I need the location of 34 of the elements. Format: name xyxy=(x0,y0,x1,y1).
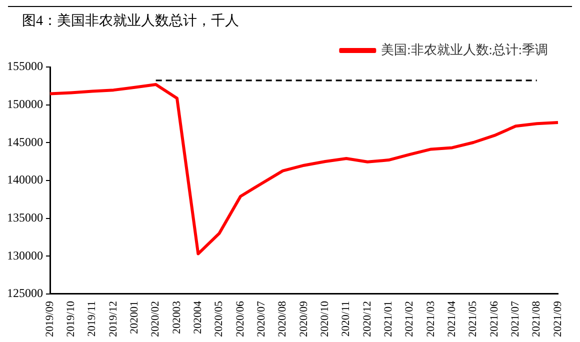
x-tick-label: 2021/04 xyxy=(446,300,458,338)
x-tick-label: 2020/08 xyxy=(276,300,289,338)
x-tick-label: 202003 xyxy=(170,300,183,334)
x-tick-label: 2021/05 xyxy=(467,300,480,338)
x-tick-label: 2019/10 xyxy=(65,300,78,338)
x-tick-label: 2021/06 xyxy=(488,300,500,338)
x-tick-label: 2021/08 xyxy=(530,300,543,338)
x-tick-label: 2021/09 xyxy=(552,300,564,338)
y-tick-label: 150000 xyxy=(7,96,43,111)
x-tick-label: 2020/10 xyxy=(319,300,332,338)
x-tick-label: 2020/06 xyxy=(234,300,246,338)
x-tick-label: 2021/07 xyxy=(510,300,522,338)
x-tick-label: 202001 xyxy=(128,300,141,334)
x-tick-label: 2020/11 xyxy=(340,300,352,337)
x-tick-label: 2021/03 xyxy=(424,300,437,338)
x-tick-label: 2020/09 xyxy=(298,300,310,338)
x-tick-label: 2020/07 xyxy=(256,300,268,338)
x-tick-label: 2019/09 xyxy=(44,300,56,338)
legend-label: 美国:非农就业人数:总计:季调 xyxy=(381,42,548,57)
x-tick-label: 2019/12 xyxy=(107,300,120,338)
y-tick-label: 125000 xyxy=(7,286,43,300)
y-tick-label: 140000 xyxy=(7,172,43,187)
x-tick-label: 2019/11 xyxy=(86,300,98,337)
x-tick-label: 2020/02 xyxy=(150,300,162,338)
x-tick-label: 2020/05 xyxy=(213,300,226,338)
x-tick-label: 2021/02 xyxy=(404,300,416,338)
y-tick-label: 135000 xyxy=(7,210,43,224)
x-tick-label: 2021/01 xyxy=(382,300,395,338)
y-tick-label: 145000 xyxy=(7,134,43,149)
chart-title: 图4：美国非农就业人数总计，千人 xyxy=(8,6,572,34)
y-tick-label: 130000 xyxy=(7,248,43,262)
x-tick-label: 202004 xyxy=(192,300,204,334)
x-tick-label: 2020/12 xyxy=(361,300,374,338)
y-tick-label: 155000 xyxy=(7,59,43,74)
